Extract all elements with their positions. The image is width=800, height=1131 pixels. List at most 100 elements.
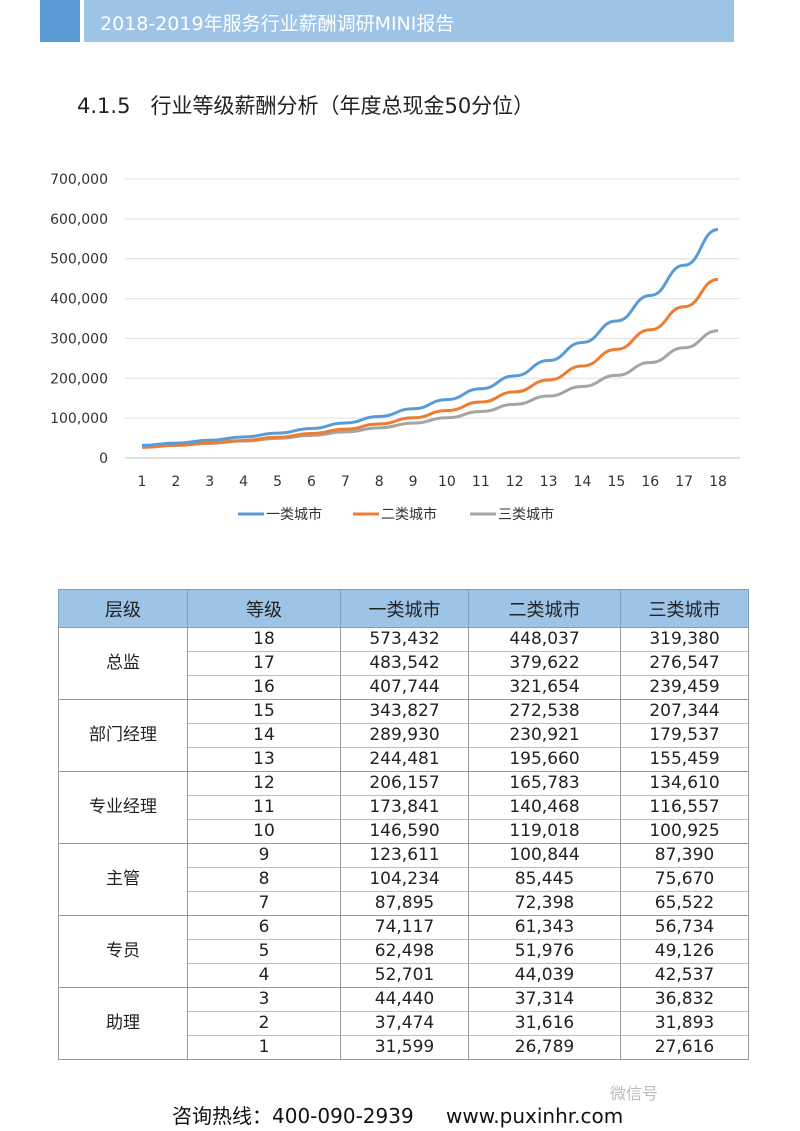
- header-accent: [40, 0, 80, 42]
- x-tick-label: 17: [675, 474, 693, 490]
- salary-table: 层级 等级 一类城市 二类城市 三类城市 总监 18 573,432 448,037 319,3…: [58, 589, 749, 1060]
- x-tick-label: 16: [641, 474, 659, 490]
- section-title: 4.1.5 行业等级薪酬分析（年度总现金50分位）: [77, 94, 535, 118]
- table-row: 14 289,930 230,921 179,537: [59, 723, 749, 748]
- wechat-watermark: 微信号: [610, 1084, 659, 1103]
- header-title: 2018-2019年服务行业薪酬调研MINI报告: [100, 13, 455, 35]
- table-row: 17 483,542 379,622 276,547: [59, 651, 749, 676]
- salary-cell: 87,390: [620, 843, 749, 868]
- y-tick-label: 300,000: [50, 331, 108, 347]
- x-tick-label: 9: [409, 474, 418, 490]
- grade-cell: 4: [187, 963, 341, 988]
- salary-cell: 42,537: [620, 963, 749, 988]
- salary-cell: 140,468: [468, 795, 621, 820]
- table-row: 16 407,744 321,654 239,459: [59, 675, 749, 700]
- salary-cell: 87,895: [340, 891, 469, 916]
- salary-cell: 49,126: [620, 939, 749, 964]
- x-tick-label: 13: [540, 474, 558, 490]
- salary-cell: 230,921: [468, 723, 621, 748]
- salary-cell: 44,440: [340, 987, 469, 1012]
- x-tick-label: 12: [506, 474, 524, 490]
- salary-cell: 134,610: [620, 771, 749, 796]
- x-tick-label: 15: [607, 474, 625, 490]
- column-header: 一类城市: [340, 589, 469, 628]
- salary-cell: 448,037: [468, 627, 621, 652]
- table-row: 1 31,599 26,789 27,616: [59, 1035, 749, 1060]
- salary-cell: 483,542: [340, 651, 469, 676]
- grade-cell: 13: [187, 747, 341, 772]
- salary-cell: 85,445: [468, 867, 621, 892]
- x-tick-label: 3: [205, 474, 214, 490]
- salary-cell: 319,380: [620, 627, 749, 652]
- table-row: 8 104,234 85,445 75,670: [59, 867, 749, 892]
- x-tick-label: 7: [341, 474, 350, 490]
- grade-cell: 2: [187, 1011, 341, 1036]
- salary-cell: 62,498: [340, 939, 469, 964]
- y-tick-label: 500,000: [50, 252, 108, 268]
- salary-cell: 573,432: [340, 627, 469, 652]
- grade-cell: 3: [187, 987, 341, 1012]
- salary-cell: 72,398: [468, 891, 621, 916]
- y-tick-label: 200,000: [50, 371, 108, 387]
- table-row: 2 37,474 31,616 31,893: [59, 1011, 749, 1036]
- x-tick-label: 10: [438, 474, 456, 490]
- salary-cell: 100,925: [620, 819, 749, 844]
- salary-cell: 100,844: [468, 843, 621, 868]
- column-header: 二类城市: [468, 589, 621, 628]
- table-row: 助理 3 44,440 37,314 36,832: [58, 987, 749, 1060]
- grade-cell: 16: [187, 675, 341, 700]
- y-tick-label: 700,000: [50, 172, 108, 188]
- grade-cell: 6: [187, 915, 341, 940]
- column-header: 等级: [187, 589, 341, 628]
- table-header-row: 层级 等级 一类城市 二类城市 三类城市: [58, 589, 749, 628]
- salary-cell: 179,537: [620, 723, 749, 748]
- salary-cell: 343,827: [340, 699, 469, 724]
- y-tick-label: 0: [99, 451, 108, 467]
- table-row: 10 146,590 119,018 100,925: [59, 819, 749, 844]
- salary-cell: 173,841: [340, 795, 469, 820]
- x-tick-label: 11: [472, 474, 490, 490]
- salary-cell: 31,616: [468, 1011, 621, 1036]
- salary-cell: 195,660: [468, 747, 621, 772]
- salary-cell: 52,701: [340, 963, 469, 988]
- salary-cell: 27,616: [620, 1035, 749, 1060]
- salary-cell: 37,474: [340, 1011, 469, 1036]
- x-tick-label: 1: [138, 474, 147, 490]
- x-tick-label: 5: [273, 474, 282, 490]
- salary-cell: 165,783: [468, 771, 621, 796]
- column-header: 三类城市: [620, 589, 749, 628]
- legend-label: 二类城市: [381, 506, 437, 523]
- y-tick-label: 600,000: [50, 212, 108, 228]
- salary-cell: 61,343: [468, 915, 621, 940]
- grade-cell: 5: [187, 939, 341, 964]
- legend-label: 一类城市: [266, 506, 322, 523]
- salary-cell: 321,654: [468, 675, 621, 700]
- y-tick-label: 400,000: [50, 292, 108, 308]
- salary-cell: 51,976: [468, 939, 621, 964]
- grade-cell: 18: [187, 627, 341, 652]
- table-row: 专业经理 12 206,157 165,783 134,610: [58, 771, 749, 844]
- series-line-0: [141, 227, 719, 447]
- table-row: 11 173,841 140,468 116,557: [59, 795, 749, 820]
- salary-cell: 31,893: [620, 1011, 749, 1036]
- table-row: 5 62,498 51,976 49,126: [59, 939, 749, 964]
- table-row: 部门经理 15 343,827 272,538 207,344: [58, 699, 749, 772]
- website-link[interactable]: www.puxinhr.com: [446, 1104, 624, 1128]
- salary-cell: 37,314: [468, 987, 621, 1012]
- x-tick-label: 8: [375, 474, 384, 490]
- grade-cell: 10: [187, 819, 341, 844]
- salary-line-chart: 0 100,000 200,000 300,000 400,000 500,000 600,…: [50, 172, 740, 523]
- salary-cell: 65,522: [620, 891, 749, 916]
- table-row: 4 52,701 44,039 42,537: [59, 963, 749, 988]
- salary-cell: 155,459: [620, 747, 749, 772]
- salary-cell: 36,832: [620, 987, 749, 1012]
- grade-cell: 1: [187, 1035, 341, 1060]
- salary-cell: 119,018: [468, 819, 621, 844]
- salary-cell: 276,547: [620, 651, 749, 676]
- table-row: 主管 9 123,611 100,844 87,390: [58, 843, 749, 916]
- salary-cell: 116,557: [620, 795, 749, 820]
- salary-cell: 31,599: [340, 1035, 469, 1060]
- x-tick-label: 14: [574, 474, 592, 490]
- salary-cell: 289,930: [340, 723, 469, 748]
